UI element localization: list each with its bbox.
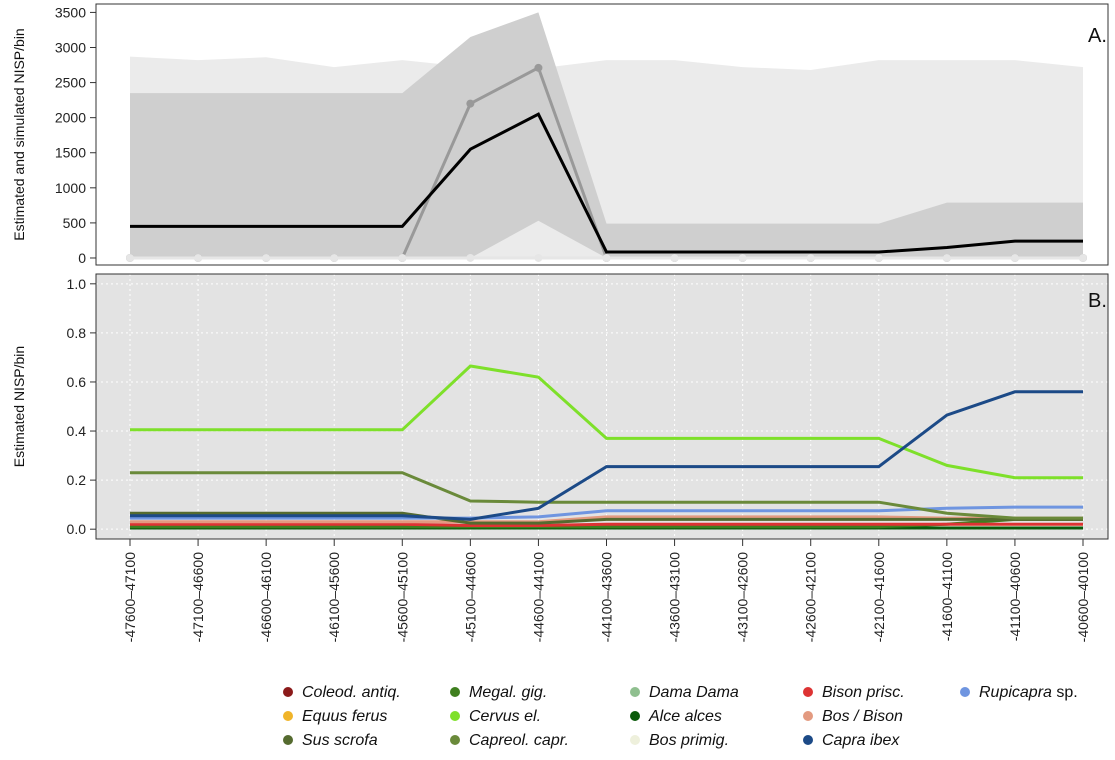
legend-label-dama-dama: Dama Dama: [649, 684, 739, 701]
legend: Coleod. antiq. Equus ferus Sus scrofa Megal…: [283, 684, 1078, 749]
panel-a-y-tick-label: 500: [63, 215, 87, 231]
legend-marker-rupicapra-sp: [960, 687, 970, 697]
x-tick-label: -42100–41600: [871, 552, 887, 643]
panel-a-series-2-point: [942, 253, 951, 262]
x-tick-label: -46600–46100: [258, 552, 274, 643]
x-tick-label: -45600–45100: [394, 552, 410, 643]
series-line-capreol-capr: [130, 471, 1083, 520]
panel-a-series-2-point: [670, 253, 679, 262]
panel-a-y-tick-label: 0: [78, 250, 86, 266]
x-tick-label: -41600–41100: [939, 552, 955, 641]
legend-marker-equus-ferus: [283, 711, 293, 721]
legend-label-bos-primig: Bos primig.: [649, 732, 729, 749]
panel-a-series-2-point: [1079, 253, 1087, 262]
x-tick-label: -43600–43100: [667, 552, 683, 643]
x-tick-label: -41100–40600: [1007, 552, 1023, 641]
panel-b-y-tick-label: 0.2: [67, 472, 87, 488]
x-axis: -47600–47100 -47100–46600 -46600–46100 -461…: [122, 539, 1091, 642]
panel-a-y-axis-label: Estimated and simulated NISP/bin: [11, 28, 27, 240]
panel-a-series-1-point: [466, 99, 475, 108]
panel-b-y-axis-label: Estimated NISP/bin: [11, 346, 27, 467]
legend-marker-bison-prisc: [803, 687, 813, 697]
legend-marker-bos-bison: [803, 711, 813, 721]
panel-a-y-tick-label: 1000: [55, 180, 86, 196]
panel-a-series-1-point: [534, 63, 543, 72]
series-line-bos-bison: [130, 515, 1083, 524]
panel-a-series-2-point: [466, 253, 475, 262]
legend-marker-capra-ibex: [803, 735, 813, 745]
legend-label-bison-prisc: Bison prisc.: [822, 684, 905, 701]
panel-b: 0.0 0.2 0.4 0.6 0.8 1.0 Estimated NISP/bin B.: [11, 273, 1109, 540]
panel-a-series-2-point: [330, 253, 339, 262]
panel-a-y-tick-label: 3000: [55, 40, 86, 56]
panel-b-y-tick-label: 0.8: [67, 325, 87, 341]
panel-a: 0 500 1000 1500 2000 2500 3000 3500 Estimated an…: [11, 3, 1109, 266]
legend-label-megal-gig: Megal. gig.: [469, 684, 547, 701]
series-line-cervus-el: [130, 364, 1083, 480]
legend-label-sus-scrofa: Sus scrofa: [302, 732, 378, 749]
panel-a-label: A.: [1088, 25, 1107, 47]
legend-marker-sus-scrofa: [283, 735, 293, 745]
series-line-bison-prisc: [130, 522, 1083, 527]
legend-marker-dama-dama: [630, 687, 640, 697]
panel-a-series-2-point: [534, 253, 543, 262]
panel-a-series-2-point: [194, 253, 203, 262]
panel-b-y-tick-label: 1.0: [67, 276, 87, 292]
panel-a-y-tick-label: 3500: [55, 4, 86, 20]
panel-a-series-line-3: [130, 112, 1083, 254]
legend-marker-megal-gig: [450, 687, 460, 697]
panel-a-series-2-point: [1010, 253, 1019, 262]
x-tick-label: -42600–42100: [803, 552, 819, 643]
legend-marker-bos-primig: [630, 735, 640, 745]
x-tick-label: -45100–44600: [462, 552, 478, 643]
x-tick-label: -43100–42600: [735, 552, 751, 643]
panel-a-series-2-point: [738, 253, 747, 262]
panel-b-y-tick-label: 0.4: [67, 423, 87, 439]
x-tick-label: -44100–43600: [599, 552, 615, 643]
panel-a-y-tick-label: 2500: [55, 75, 86, 91]
panel-a-series-2-point: [602, 253, 611, 262]
panel-a-series-2-point: [126, 253, 134, 262]
panel-a-y-tick-label: 1500: [55, 145, 86, 161]
panel-a-frame: [95, 3, 1109, 266]
uncertainty-band-2: [130, 12, 1083, 259]
series-line-sus-scrofa: [130, 511, 1083, 525]
legend-label-capra-ibex: Capra ibex: [822, 732, 900, 749]
legend-label-rupicapra-sp: Rupicapra sp.: [979, 684, 1078, 701]
x-tick-label: -47100–46600: [190, 552, 206, 643]
x-tick-label: -40600–40100: [1075, 552, 1091, 643]
legend-label-coleod-antiq: Coleod. antiq.: [302, 684, 401, 701]
x-tick-label: -46100–45600: [326, 552, 342, 643]
series-line-capra-ibex: [130, 390, 1083, 521]
legend-marker-capreol-capr: [450, 735, 460, 745]
panel-b-background: [96, 274, 1108, 539]
legend-label-alce-alces: Alce alces: [648, 708, 722, 725]
panel-a-y-tick-label: 2000: [55, 110, 86, 126]
legend-marker-alce-alces: [630, 711, 640, 721]
panel-b-label: B.: [1088, 290, 1107, 312]
legend-label-capreol-capr: Capreol. capr.: [469, 732, 569, 749]
panel-b-y-tick-label: 0.6: [67, 374, 87, 390]
x-tick-label: -47600–47100: [122, 552, 138, 643]
panel-b-frame: [95, 273, 1109, 540]
panel-a-series-2-point: [806, 253, 815, 262]
panel-a-series-2-point: [398, 253, 407, 262]
legend-label-cervus-el: Cervus el.: [469, 708, 541, 725]
x-tick-label: -44600–44100: [530, 552, 546, 643]
legend-label-equus-ferus: Equus ferus: [302, 708, 387, 725]
panel-b-y-tick-label: 0.0: [67, 521, 87, 537]
panel-a-series-2-point: [874, 253, 883, 262]
legend-marker-coleod-antiq: [283, 687, 293, 697]
panel-a-series-2-point: [262, 253, 271, 262]
legend-marker-cervus-el: [450, 711, 460, 721]
legend-label-bos-bison: Bos / Bison: [822, 708, 903, 725]
